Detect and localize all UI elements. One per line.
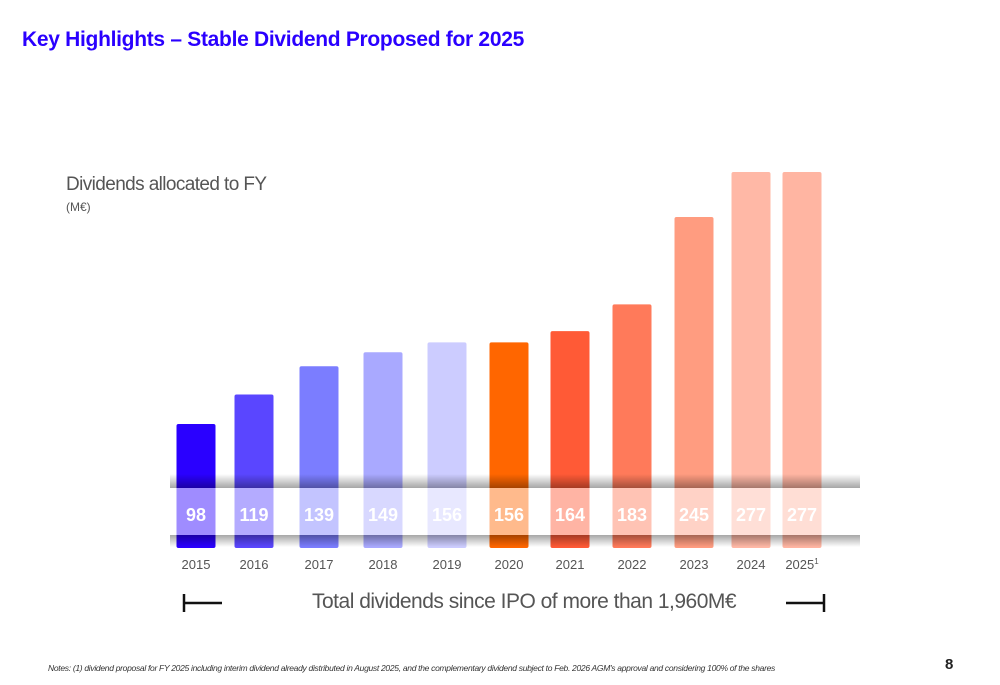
page-title: Key Highlights – Stable Dividend Propose… — [22, 28, 524, 51]
data-label-2021: 164 — [555, 505, 585, 525]
x-tick-2015: 2015 — [182, 557, 211, 572]
x-tick-2017: 2017 — [305, 557, 334, 572]
x-tick-2025: 20251 — [785, 557, 819, 572]
bar-2023 — [674, 217, 714, 549]
x-tick-2023: 2023 — [680, 557, 709, 572]
data-label-2024: 277 — [736, 505, 766, 525]
x-tick-2016: 2016 — [240, 557, 269, 572]
data-label-2016: 119 — [239, 505, 268, 525]
chart-title: Dividends allocated to FY — [66, 174, 267, 195]
x-tick-2020: 2020 — [495, 557, 524, 572]
range-bracket-right — [786, 594, 826, 612]
data-label-2017: 139 — [304, 505, 334, 525]
x-tick-2024: 2024 — [737, 557, 766, 572]
band-shadow-top — [170, 474, 860, 488]
data-label-2019: 156 — [432, 505, 462, 525]
data-label-2020: 156 — [494, 505, 524, 525]
x-tick-2022: 2022 — [618, 557, 647, 572]
x-tick-2021: 2021 — [556, 557, 585, 572]
data-label-2022: 183 — [617, 505, 647, 525]
data-label-2015: 98 — [186, 505, 206, 525]
footnote: Notes: (1) dividend proposal for FY 2025… — [48, 663, 775, 673]
band-shadow-bottom — [170, 535, 860, 547]
chart-unit: (M€) — [66, 200, 91, 214]
page-number: 8 — [945, 656, 954, 673]
x-tick-2019: 2019 — [433, 557, 462, 572]
x-tick-2018: 2018 — [369, 557, 398, 572]
bar-2025 — [782, 171, 822, 548]
label-band — [170, 488, 860, 535]
data-label-2018: 149 — [368, 505, 398, 525]
data-label-2025: 277 — [787, 505, 817, 525]
range-bracket-left — [182, 594, 222, 612]
total-dividends-text: Total dividends since IPO of more than 1… — [312, 590, 737, 613]
bar-2024 — [731, 171, 771, 548]
data-label-2023: 245 — [679, 505, 709, 525]
